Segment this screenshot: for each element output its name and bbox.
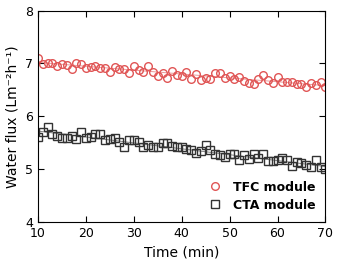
CTA module bbox=[36, 135, 40, 138]
TFC module bbox=[208, 78, 213, 81]
TFC module bbox=[323, 85, 327, 88]
TFC module bbox=[94, 64, 98, 67]
CTA module bbox=[108, 137, 112, 140]
CTA module bbox=[290, 164, 294, 167]
Line: CTA module: CTA module bbox=[34, 123, 329, 173]
TFC module bbox=[36, 57, 40, 60]
Y-axis label: Water flux (Lm⁻²h⁻¹): Water flux (Lm⁻²h⁻¹) bbox=[5, 45, 20, 188]
TFC module bbox=[285, 81, 289, 84]
TFC module bbox=[189, 77, 193, 80]
TFC module bbox=[137, 69, 141, 72]
CTA module bbox=[141, 145, 145, 148]
CTA module bbox=[213, 152, 217, 156]
CTA module bbox=[45, 126, 49, 129]
CTA module bbox=[323, 167, 327, 171]
X-axis label: Time (min): Time (min) bbox=[144, 245, 219, 259]
Line: TFC module: TFC module bbox=[34, 55, 329, 91]
CTA module bbox=[98, 133, 102, 136]
TFC module bbox=[103, 67, 107, 70]
CTA module bbox=[194, 151, 198, 154]
Legend: TFC module, CTA module: TFC module, CTA module bbox=[204, 177, 319, 216]
TFC module bbox=[304, 86, 308, 89]
